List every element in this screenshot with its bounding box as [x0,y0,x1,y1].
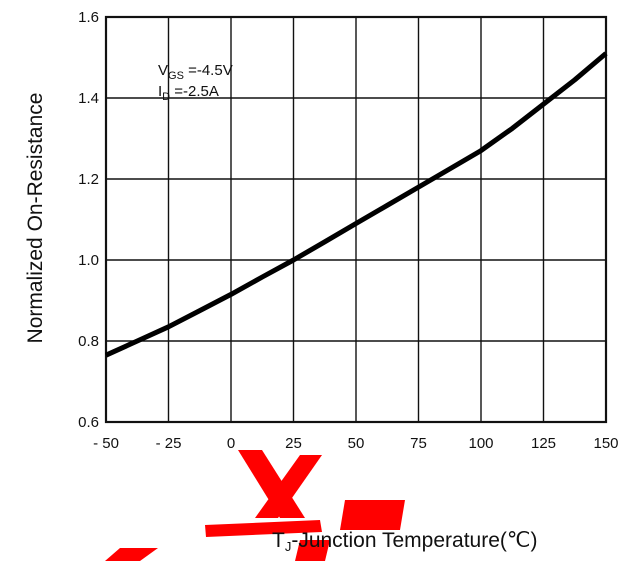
x-tick-label: 25 [285,435,302,452]
grid [104,15,608,424]
x-tick-label: 100 [468,435,493,452]
y-tick-label: 1.6 [78,9,99,26]
x-tick-label: 125 [531,435,556,452]
annotation-vgs: VGS =-4.5V [158,62,233,82]
x-tick-label: 75 [410,435,427,452]
series-layer [104,51,608,358]
x-tick-label: - 25 [156,435,182,452]
y-tick-label: 1.2 [78,171,99,188]
y-tick-label: 1.4 [78,90,99,107]
x-axis-label: TJ-Junction Temperature(℃) [272,529,537,554]
series-line [104,51,608,358]
x-tick-label: 50 [348,435,365,452]
y-axis-label: Normalized On-Resistance [24,93,47,344]
x-tick-label: 0 [227,435,235,452]
y-tick-label: 1.0 [78,252,99,269]
watermark [105,450,405,561]
y-tick-label: 0.8 [78,333,99,350]
x-tick-labels: - 50 - 25 0 25 50 75 100 125 150 [93,435,618,452]
plot-frame [104,15,608,424]
y-tick-label: 0.6 [78,414,99,431]
annotation-id: ID =-2.5A [158,83,219,103]
y-tick-labels: 0.6 0.8 1.0 1.2 1.4 1.6 [78,9,99,431]
x-tick-label: 150 [593,435,618,452]
x-tick-label: - 50 [93,435,119,452]
